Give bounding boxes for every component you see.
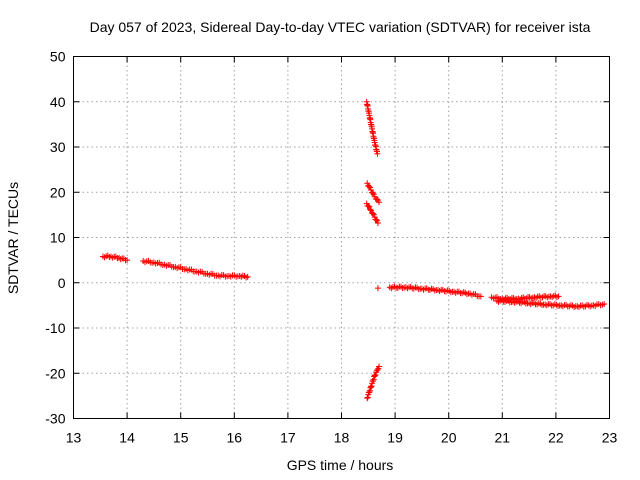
y-tick-label: 0 <box>58 275 66 291</box>
x-tick-label: 18 <box>334 430 350 446</box>
x-tick-label: 15 <box>173 430 189 446</box>
x-tick-label: 23 <box>602 430 618 446</box>
y-axis-label: SDTVAR / TECUs <box>5 182 21 294</box>
x-tick-label: 21 <box>495 430 511 446</box>
y-tick-label: 20 <box>50 184 66 200</box>
y-tick-label: 50 <box>50 49 66 65</box>
data-point <box>367 207 374 214</box>
x-tick-label: 17 <box>280 430 296 446</box>
x-tick-label: 22 <box>548 430 564 446</box>
data-point <box>369 190 376 197</box>
axis-ticks: 13 14 15 16 17 18 19 20 21 22 23 -30 -20 -10 0 10 20 30 40… <box>45 49 617 446</box>
data-points <box>99 98 608 402</box>
data-point <box>374 285 381 292</box>
data-point <box>374 367 381 374</box>
data-point <box>374 150 381 157</box>
data-point <box>368 383 375 390</box>
data-point <box>364 180 371 187</box>
data-point <box>367 186 374 193</box>
data-point <box>244 273 251 280</box>
data-point <box>376 363 383 370</box>
data-point <box>124 257 131 264</box>
y-tick-label: 10 <box>50 230 66 246</box>
data-point <box>367 206 374 213</box>
data-point <box>374 220 381 227</box>
data-point <box>366 183 373 190</box>
data-point <box>370 376 377 383</box>
x-tick-label: 20 <box>441 430 457 446</box>
y-tick-label: -20 <box>45 365 65 381</box>
data-point <box>364 395 371 402</box>
x-axis-label: GPS time / hours <box>287 457 394 473</box>
data-point <box>372 371 379 378</box>
data-point <box>365 203 372 210</box>
data-point <box>366 389 373 396</box>
data-point <box>376 199 383 206</box>
data-point <box>373 216 380 223</box>
data-point <box>477 293 484 300</box>
y-tick-label: -10 <box>45 320 65 336</box>
data-point <box>369 210 376 217</box>
y-tick-label: 30 <box>50 139 66 155</box>
x-tick-label: 14 <box>119 430 135 446</box>
x-tick-label: 13 <box>66 430 82 446</box>
data-point <box>370 377 377 384</box>
y-tick-label: 40 <box>50 94 66 110</box>
grid-lines <box>73 56 610 419</box>
data-point <box>364 394 371 401</box>
data-point <box>370 211 377 218</box>
x-tick-label: 16 <box>227 430 243 446</box>
data-point <box>370 191 377 198</box>
data-point <box>367 383 374 390</box>
plot-frame <box>73 56 610 419</box>
chart-title: Day 057 of 2023, Sidereal Day-to-day VTE… <box>90 19 591 35</box>
data-point <box>367 184 374 191</box>
data-point <box>366 387 373 394</box>
data-point <box>366 203 373 210</box>
data-point <box>601 301 608 308</box>
x-tick-label: 19 <box>387 430 403 446</box>
y-tick-label: -30 <box>45 411 65 427</box>
data-point <box>371 372 378 379</box>
data-point <box>555 293 562 300</box>
data-point <box>373 196 380 203</box>
